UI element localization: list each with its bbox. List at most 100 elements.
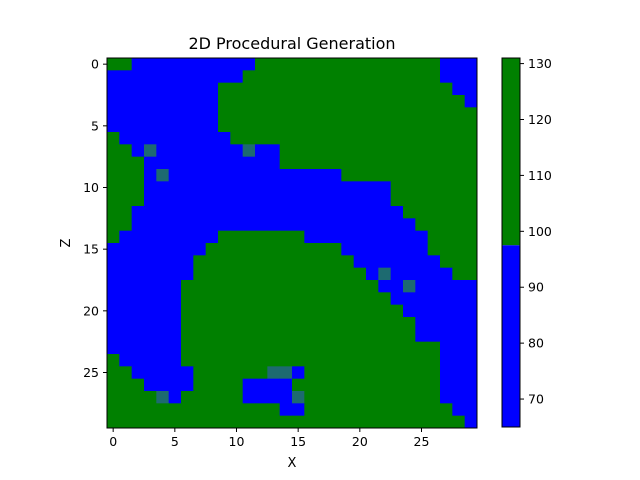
x-axis-ticks: 0 5 10 15 20 25 [109, 428, 429, 449]
heatmap-cell [341, 132, 355, 145]
y-tick-label: 10 [83, 180, 99, 195]
heatmap-cell [218, 169, 231, 182]
heatmap-cell [205, 255, 219, 269]
heatmap-cell [378, 230, 392, 244]
heatmap-cell [427, 280, 441, 293]
heatmap-cell [218, 341, 231, 355]
heatmap-cell [242, 193, 256, 207]
heatmap-cell [366, 82, 379, 96]
heatmap-cell [378, 169, 392, 182]
heatmap-cell [242, 366, 256, 380]
heatmap-cell [205, 341, 219, 355]
x-tick-label: 10 [229, 434, 245, 449]
heatmap-cell [168, 218, 182, 232]
y-tick-label: 25 [83, 365, 99, 380]
heatmap-cell [119, 341, 133, 355]
heatmap-cell [267, 181, 281, 195]
heatmap-cell [230, 119, 244, 133]
heatmap-cell [193, 169, 207, 182]
heatmap-cell [390, 230, 404, 244]
heatmap-cell [230, 82, 244, 96]
heatmap-cell [341, 243, 355, 256]
heatmap-cell [452, 403, 466, 417]
heatmap-cell [440, 95, 453, 108]
heatmap-cell [156, 415, 170, 429]
heatmap-cell [144, 354, 157, 367]
heatmap-cell [267, 82, 281, 96]
heatmap-cell [131, 132, 145, 145]
heatmap-cell [378, 193, 392, 207]
heatmap-cell [267, 206, 281, 219]
heatmap-cell [168, 366, 182, 380]
heatmap-cell [378, 243, 392, 256]
heatmap-cell [242, 58, 256, 71]
heatmap-cell [267, 403, 281, 417]
heatmap-cell [156, 132, 170, 145]
heatmap-cell [242, 292, 256, 306]
heatmap-cell [279, 107, 293, 121]
heatmap-cell [378, 132, 392, 145]
heatmap-cell [131, 218, 145, 232]
heatmap-cell [156, 193, 170, 207]
heatmap-cell [168, 304, 182, 318]
heatmap-cell [168, 243, 182, 256]
heatmap-cell [390, 82, 404, 96]
heatmap-cell [267, 341, 281, 355]
heatmap-cell [366, 280, 379, 293]
heatmap-cell [193, 304, 207, 318]
heatmap-cell [304, 132, 318, 145]
heatmap-cell [304, 156, 318, 170]
heatmap-cell [440, 82, 453, 96]
heatmap-cell [119, 95, 133, 108]
heatmap-cell [193, 70, 207, 84]
heatmap-cell [193, 230, 207, 244]
heatmap-cell [131, 58, 145, 71]
heatmap-cell [292, 243, 305, 256]
heatmap-cell [316, 181, 330, 195]
heatmap-cell [242, 119, 256, 133]
colorbar-tick-label: 110 [528, 168, 552, 183]
heatmap-cell [205, 391, 219, 404]
heatmap-cell [464, 341, 478, 355]
heatmap-cell [193, 144, 207, 158]
heatmap-cell [193, 107, 207, 121]
heatmap-cell [119, 243, 133, 256]
heatmap-cell [168, 206, 182, 219]
heatmap-cell [341, 378, 355, 392]
heatmap-cell [279, 292, 293, 306]
heatmap-cell [255, 354, 268, 367]
heatmap-cell [279, 243, 293, 256]
heatmap-cell [390, 95, 404, 108]
heatmap-cell [193, 193, 207, 207]
heatmap-cell [292, 58, 305, 71]
heatmap-cell [267, 144, 281, 158]
heatmap-cell [205, 378, 219, 392]
heatmap-cell [193, 181, 207, 195]
heatmap-cell [390, 119, 404, 133]
heatmap-cell [205, 329, 219, 343]
heatmap-cell [452, 292, 466, 306]
heatmap-cell [378, 255, 392, 269]
heatmap-cell [218, 193, 231, 207]
heatmap-cell [403, 206, 416, 219]
heatmap-cells [107, 58, 478, 429]
heatmap-cell [353, 329, 367, 343]
heatmap-cell [366, 304, 379, 318]
heatmap-cell [292, 255, 305, 269]
colorbar-tick-label: 130 [528, 56, 552, 71]
heatmap-cell [107, 415, 120, 429]
heatmap-cell [144, 391, 157, 404]
heatmap-cell [242, 144, 256, 158]
heatmap-cell [440, 329, 453, 343]
heatmap-cell [107, 267, 120, 281]
heatmap-cell [181, 354, 194, 367]
heatmap-cell [230, 206, 244, 219]
heatmap-cell [119, 354, 133, 367]
heatmap-cell [329, 329, 342, 343]
heatmap-cell [464, 354, 478, 367]
heatmap-cell [415, 391, 429, 404]
heatmap-cell [464, 82, 478, 96]
heatmap-cell [230, 230, 244, 244]
heatmap-cell [378, 391, 392, 404]
heatmap-cell [205, 415, 219, 429]
